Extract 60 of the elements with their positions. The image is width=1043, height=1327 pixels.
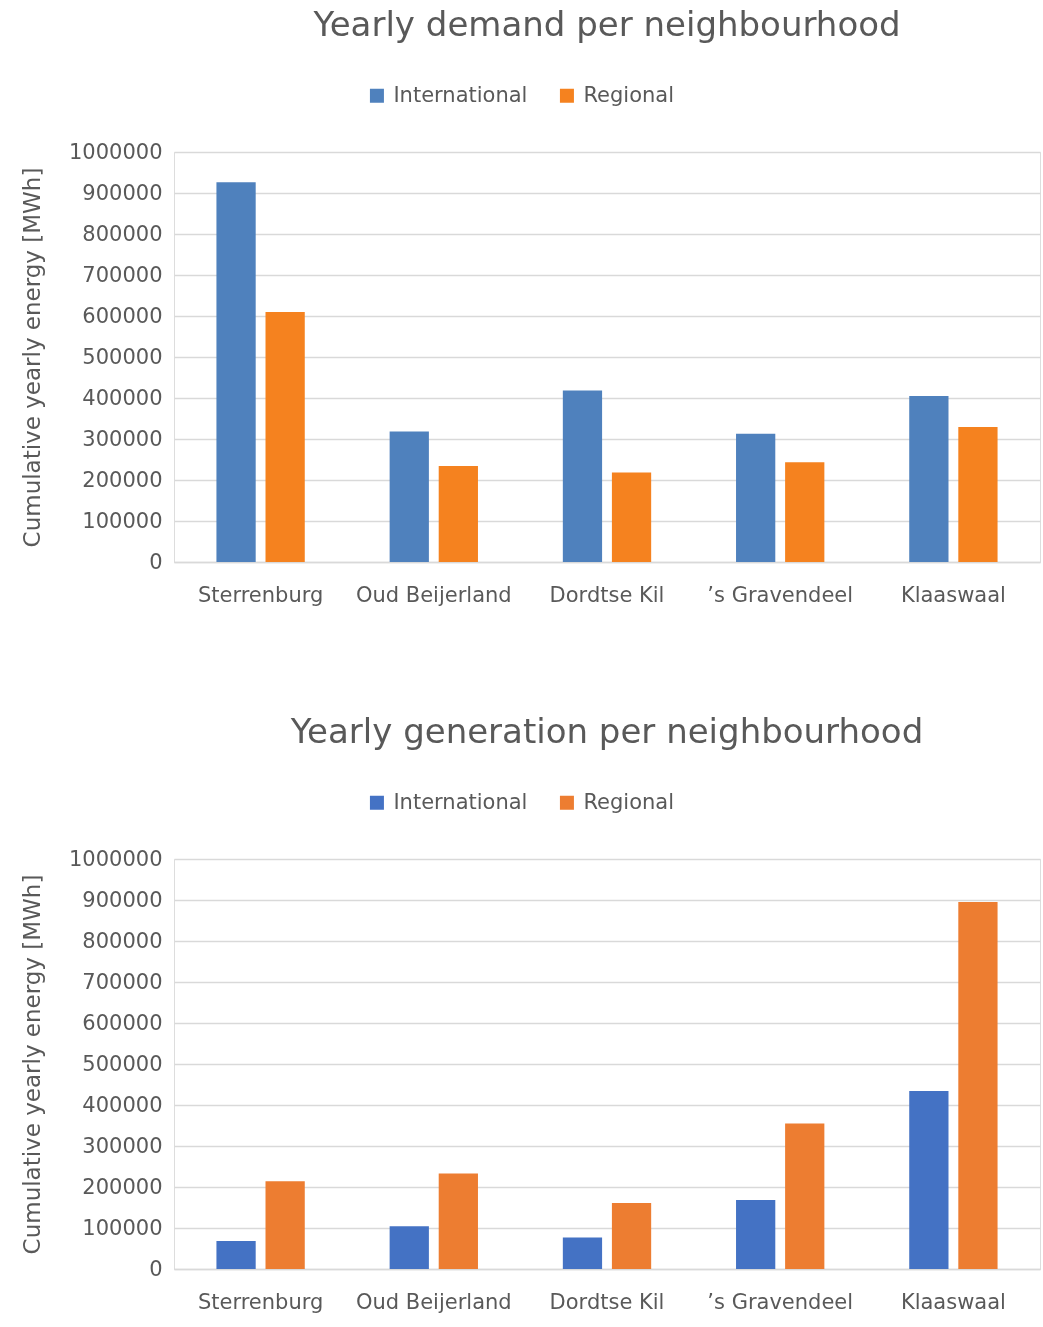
y-tick-label: 0: [149, 549, 163, 574]
y-tick-label: 100000: [82, 1215, 163, 1240]
bar: [562, 1237, 603, 1269]
x-tick-label: Sterrenburg: [197, 582, 324, 607]
y-tick-label: 900000: [82, 887, 163, 912]
x-tick-label: Oud Beijerland: [355, 1289, 512, 1314]
bar: [958, 902, 998, 1269]
y-axis-title: Cumulative yearly energy [MWh]: [18, 167, 45, 548]
x-tick-label: ’s Gravendeel: [707, 582, 854, 607]
x-tick-label: Klaaswaal: [900, 1289, 1006, 1314]
y-tick-label: 500000: [82, 1051, 163, 1076]
x-tick-label: Klaaswaal: [900, 582, 1006, 607]
chart-title: Yearly generation per neighbourhood: [289, 711, 924, 751]
bar: [216, 182, 256, 562]
bar: [389, 431, 429, 562]
y-tick-label: 900000: [82, 180, 163, 205]
y-tick-label: 600000: [82, 303, 163, 328]
y-tick-label: 1000000: [68, 846, 163, 871]
bar: [265, 1181, 305, 1269]
legend-label: International: [393, 789, 528, 814]
y-tick-label: 200000: [82, 1174, 163, 1199]
y-axis-title: Cumulative yearly energy [MWh]: [18, 874, 45, 1255]
y-tick-label: 1000000: [68, 139, 163, 164]
bar: [438, 1173, 478, 1269]
y-tick-label: 100000: [82, 508, 163, 533]
x-tick-label: Dordtse Kil: [549, 582, 665, 607]
y-tick-label: 200000: [82, 467, 163, 492]
bar: [785, 1123, 825, 1269]
y-tick-label: 400000: [82, 1092, 163, 1117]
y-tick-label: 0: [149, 1256, 163, 1281]
bar: [438, 466, 478, 562]
bar: [909, 1091, 949, 1269]
y-tick-label: 700000: [82, 969, 163, 994]
bar: [909, 395, 949, 562]
bar: [562, 390, 603, 562]
bar: [736, 433, 776, 562]
y-tick-label: 800000: [82, 221, 163, 246]
x-tick-label: Oud Beijerland: [355, 582, 512, 607]
bar: [389, 1226, 429, 1269]
y-tick-label: 500000: [82, 344, 163, 369]
legend-label: International: [393, 82, 528, 107]
bar: [611, 1202, 652, 1269]
bar: [265, 311, 305, 562]
bar: [785, 462, 825, 562]
y-tick-label: 300000: [82, 426, 163, 451]
y-tick-label: 400000: [82, 385, 163, 410]
chart-title: Yearly demand per neighbourhood: [312, 4, 901, 44]
bar: [736, 1200, 776, 1269]
legend-label: Regional: [583, 82, 675, 107]
y-tick-label: 600000: [82, 1010, 163, 1035]
bar: [216, 1241, 256, 1269]
y-tick-label: 300000: [82, 1133, 163, 1158]
x-tick-label: Dordtse Kil: [549, 1289, 665, 1314]
bar: [611, 472, 652, 562]
y-tick-label: 700000: [82, 262, 163, 287]
y-tick-label: 800000: [82, 928, 163, 953]
legend-label: Regional: [583, 789, 675, 814]
x-tick-label: ’s Gravendeel: [707, 1289, 854, 1314]
bar: [958, 427, 998, 562]
x-tick-label: Sterrenburg: [197, 1289, 324, 1314]
